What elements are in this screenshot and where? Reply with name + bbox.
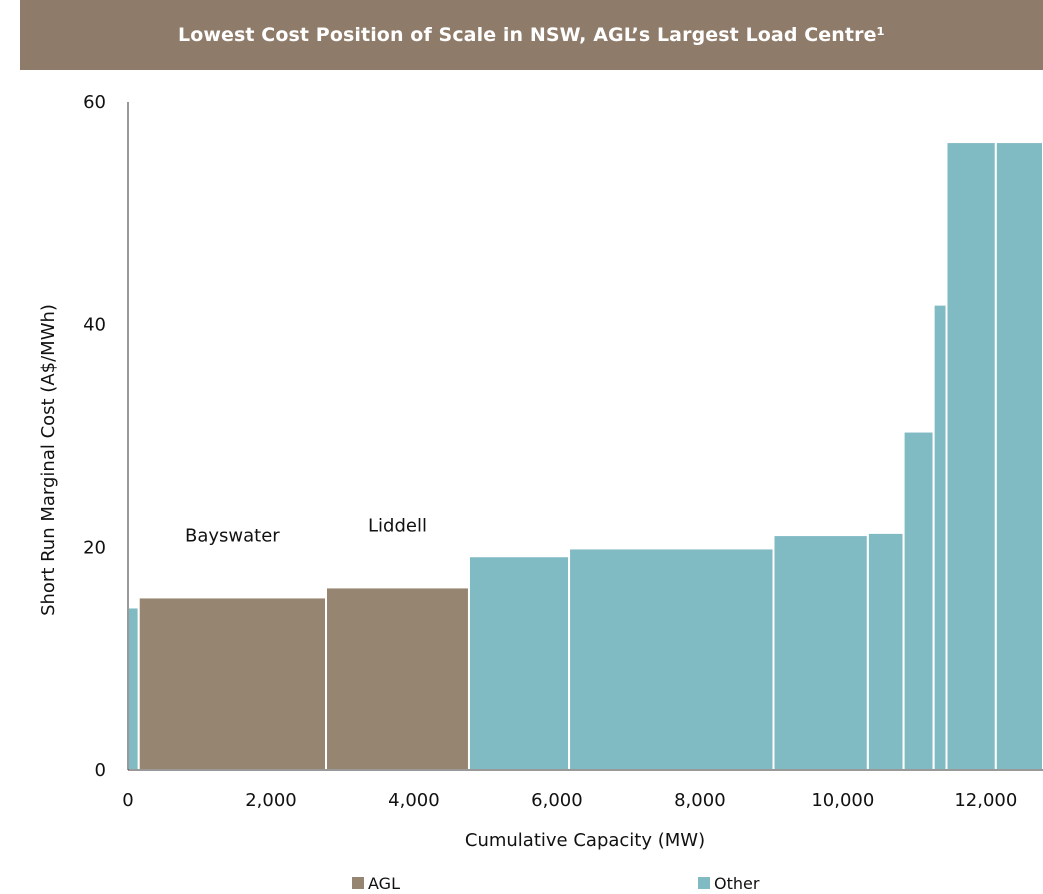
bar-labels-layer: Bayswater Liddell	[185, 515, 427, 546]
x-tick-label: 6,000	[531, 790, 583, 811]
bar-other-3	[467, 555, 571, 771]
x-tick-label: 10,000	[811, 790, 874, 811]
chart-title-bar: Lowest Cost Position of Scale in NSW, AG…	[20, 0, 1043, 70]
bar-other-10	[994, 141, 1043, 771]
x-axis-title: Cumulative Capacity (MW)	[465, 830, 705, 851]
y-axis-title: Short Run Marginal Cost (A$/MWh)	[38, 304, 59, 616]
y-tick-label: 40	[83, 315, 106, 336]
bar-other-6	[866, 531, 905, 771]
bar-other-9	[945, 141, 997, 771]
x-tick-label: 2,000	[245, 790, 297, 811]
bar-other-5	[772, 534, 869, 771]
bar-other-7	[902, 430, 935, 771]
y-tick-label: 60	[83, 92, 106, 113]
x-tick-label: 4,000	[388, 790, 440, 811]
legend-label-other: Other	[714, 873, 760, 893]
legend-item-agl: AGL	[352, 872, 400, 894]
x-tick-label: 12,000	[954, 790, 1017, 811]
legend-swatch-agl	[352, 877, 364, 889]
bar-other-8	[932, 303, 948, 771]
bar-label-liddell: Liddell	[368, 515, 427, 536]
y-tick-label: 0	[95, 760, 106, 781]
bar-agl-2	[325, 586, 470, 771]
bar-other-4	[568, 547, 775, 771]
bar-label-bayswater: Bayswater	[185, 525, 280, 546]
x-tick-label: 8,000	[674, 790, 726, 811]
x-tick-label: 0	[122, 790, 133, 811]
bars-layer	[127, 141, 1043, 772]
axes-layer: 0 2,000 4,000 6,000 8,000 10,000 12,000 0 20 40 60…	[38, 92, 1043, 851]
legend-swatch-other	[698, 877, 710, 889]
supply-curve-chart: Bayswater Liddell 0 2,000 4,000 6,000 8,000 10…	[38, 92, 1043, 851]
y-tick-label: 20	[83, 537, 106, 558]
bar-agl-1	[137, 596, 328, 772]
legend-label-agl: AGL	[368, 873, 400, 893]
chart-title: Lowest Cost Position of Scale in NSW, AG…	[178, 24, 885, 46]
bar-other-0	[127, 606, 140, 771]
legend-item-other: Other	[698, 872, 759, 894]
